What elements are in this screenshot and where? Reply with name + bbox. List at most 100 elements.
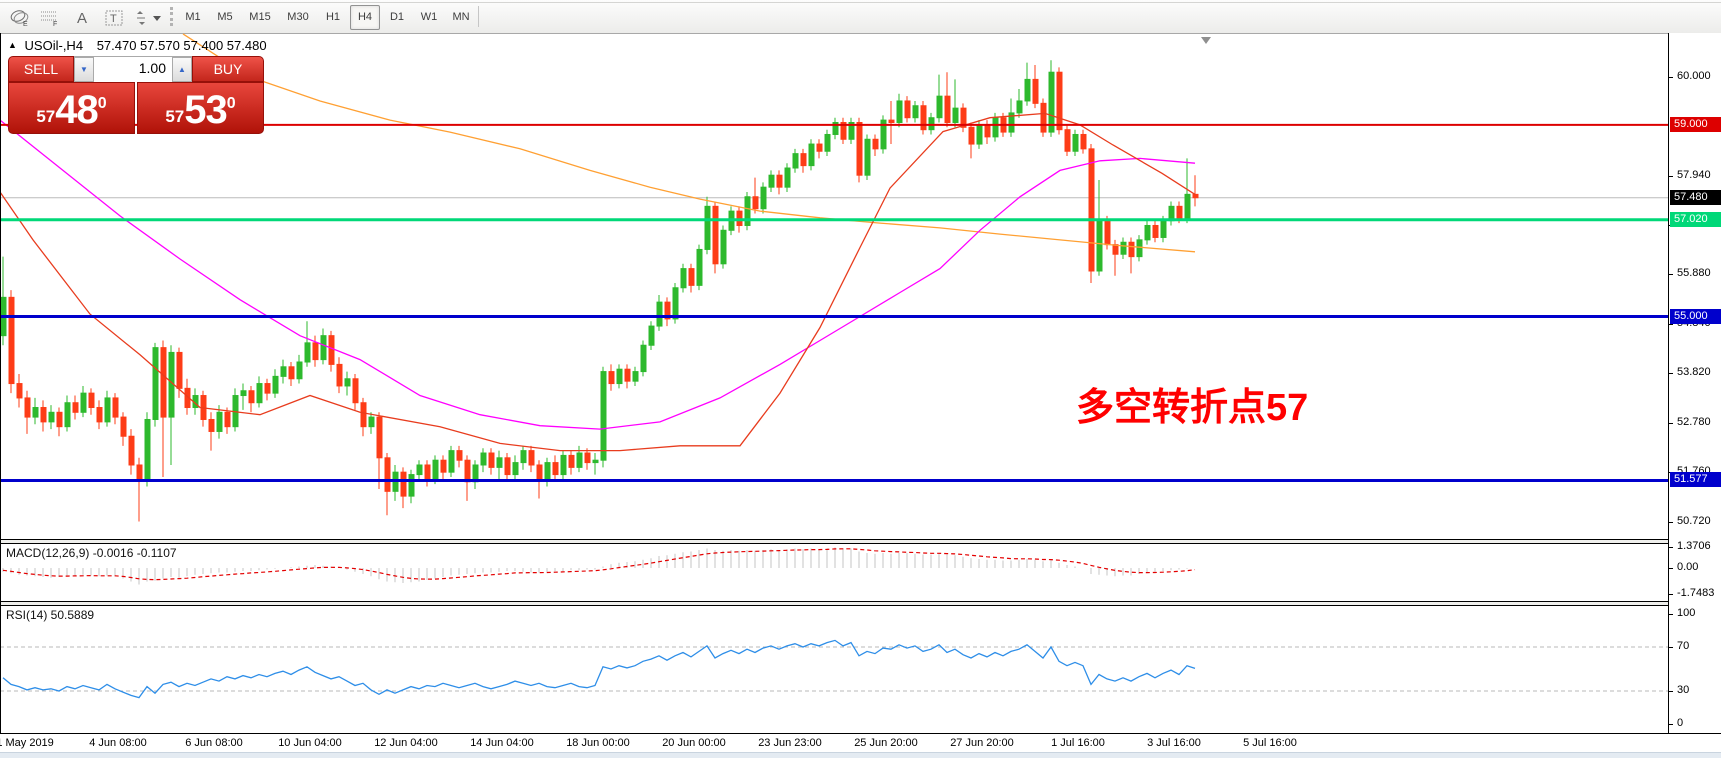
tab-timeframe-MN[interactable]: MN: [452, 11, 470, 23]
buy-price-button[interactable]: 57 53 0: [137, 82, 264, 134]
sell-button[interactable]: SELL: [8, 56, 74, 82]
y-tick-label: 50.720: [1677, 514, 1711, 527]
tab-timeframe-D1[interactable]: D1: [389, 11, 405, 23]
sell-price-sup: 0: [97, 95, 107, 112]
symbol-collapse-icon[interactable]: ▲: [8, 40, 17, 50]
x-tick-label: 6 Jun 08:00: [185, 737, 243, 749]
tab-timeframe-M15[interactable]: M15: [249, 11, 271, 23]
toolbar-drag-handle[interactable]: [170, 7, 176, 26]
tab-timeframe-M1[interactable]: M1: [185, 11, 201, 23]
axis-tick: [1669, 724, 1673, 725]
price-badge-57.480: 57.480: [1670, 189, 1721, 205]
chart-text-annotation: 多空转折点57: [1076, 387, 1309, 429]
arrows-tool-icon[interactable]: [130, 5, 166, 31]
buy-price-prefix: 57: [165, 107, 185, 126]
price-badge-57.020: 57.020: [1670, 211, 1721, 227]
axis-tick: [1669, 324, 1673, 326]
x-tick-label: 18 Jun 00:00: [566, 737, 630, 749]
chart-shift-marker-icon[interactable]: [1201, 37, 1211, 44]
buy-price-big: 53: [184, 88, 227, 132]
pane-divider-gap: [0, 540, 1721, 543]
axis-tick: [1669, 422, 1673, 424]
axis-tick: [1669, 471, 1673, 473]
y-tick-label: 55.880: [1677, 267, 1711, 280]
axis-tick: [1669, 521, 1673, 523]
macd-pane[interactable]: [0, 544, 1668, 601]
x-tick-label: 27 Jun 20:00: [950, 737, 1014, 749]
axis-tick: [1669, 568, 1673, 569]
pane-divider[interactable]: [0, 601, 1721, 602]
text-tool-icon[interactable]: A: [76, 9, 87, 27]
rsi-line: [2, 639, 1196, 699]
price-badge-59.000: 59.000: [1670, 116, 1721, 132]
volume-increase-icon[interactable]: ▲: [172, 57, 192, 82]
macd-axis-label: 1.3706: [1677, 540, 1711, 553]
rsi-axis-label: 0: [1677, 717, 1684, 729]
buy-button[interactable]: BUY: [192, 56, 264, 82]
tab-timeframe-M30[interactable]: M30: [287, 11, 309, 23]
volume-input[interactable]: 1.00: [138, 60, 166, 76]
x-tick-label: 4 Jun 08:00: [89, 737, 147, 749]
y-tick-label: 52.780: [1677, 415, 1711, 428]
rsi-axis-label: 70: [1677, 640, 1690, 652]
ellipse-tool-icon[interactable]: E: [6, 5, 34, 31]
y-tick-label: 60.000: [1677, 70, 1711, 82]
price-badge-55.000: 55.000: [1670, 308, 1721, 324]
tab-timeframe-H4[interactable]: H4: [350, 5, 380, 30]
x-tick-label: 5 Jul 16:00: [1243, 737, 1297, 749]
axis-tick: [1669, 175, 1673, 177]
label-tool-icon[interactable]: T: [100, 5, 128, 31]
tab-timeframe-W1[interactable]: W1: [420, 11, 438, 23]
tab-timeframe-H1[interactable]: H1: [325, 11, 341, 23]
tab-timeframe-M5[interactable]: M5: [217, 11, 233, 23]
rsi-axis-label: 30: [1677, 684, 1690, 696]
x-tick-label: 14 Jun 04:00: [470, 737, 534, 749]
rsi-axis-label: 100: [1677, 607, 1696, 619]
time-axis[interactable]: 31 May 2019 4 Jun 08:00 6 Jun 08:00 10 Jun …: [0, 734, 1721, 752]
svg-text:T: T: [110, 13, 117, 25]
chart-bottom-border: [0, 733, 1721, 734]
symbol-label: USOil-,H4: [24, 38, 84, 53]
ohlc-values: 57.470 57.570 57.400 57.480: [96, 38, 267, 53]
pane-divider-gap: [0, 602, 1721, 605]
status-strip: [0, 752, 1721, 758]
x-tick-label: 12 Jun 04:00: [374, 737, 438, 749]
buy-price-sup: 0: [226, 95, 236, 112]
x-tick-label: 20 Jun 00:00: [662, 737, 726, 749]
x-tick-label: 1 Jul 16:00: [1051, 737, 1105, 749]
rsi-label: RSI(14) 50.5889: [6, 608, 95, 622]
svg-text:E: E: [23, 21, 28, 28]
price-axis[interactable]: 60.00057.94056.90055.88054.84053.82052.7…: [1668, 33, 1721, 733]
sell-price-button[interactable]: 57 48 0: [8, 82, 135, 134]
y-tick-label: 57.940: [1677, 168, 1711, 181]
chart-title: ▲ USOil-,H4 57.470 57.570 57.400 57.480: [8, 38, 267, 53]
macd-axis-label: -1.7483: [1677, 587, 1715, 600]
price-chart[interactable]: [0, 33, 1721, 539]
pane-divider[interactable]: [0, 539, 1721, 540]
pane-divider: [0, 543, 1721, 544]
fibonacci-tool-icon[interactable]: F: [36, 5, 64, 31]
sell-price-big: 48: [55, 88, 98, 132]
chart-left-border: [0, 33, 1, 733]
x-tick-label: 3 Jul 16:00: [1147, 737, 1201, 749]
price-badge-51.577: 51.577: [1670, 472, 1721, 488]
toolbar: E F A T M1 M5 M15 M30 H1 H4 D1 W1 MN: [0, 0, 1721, 34]
rsi-pane[interactable]: [0, 606, 1668, 733]
x-tick-label: 25 Jun 20:00: [854, 737, 918, 749]
axis-tick: [1669, 547, 1673, 549]
volume-decrease-icon[interactable]: ▼: [74, 57, 94, 82]
x-tick-label: 23 Jun 23:00: [758, 737, 822, 749]
orange-ma: [182, 33, 1196, 253]
x-tick-label: 10 Jun 04:00: [278, 737, 342, 749]
one-click-trading-panel: SELL ▼ 1.00 ▲ BUY 57 48 0 57 53 0: [8, 56, 264, 134]
axis-tick: [1669, 691, 1673, 692]
magenta-ma: [0, 119, 1196, 430]
axis-tick: [1669, 274, 1673, 276]
volume-spinner: ▼ 1.00 ▲: [74, 56, 192, 82]
macd-signal-line: [2, 548, 1196, 581]
axis-tick: [1669, 614, 1673, 615]
toolbar-separator: [478, 6, 479, 27]
axis-tick: [1669, 373, 1673, 375]
sell-price-prefix: 57: [36, 107, 56, 126]
